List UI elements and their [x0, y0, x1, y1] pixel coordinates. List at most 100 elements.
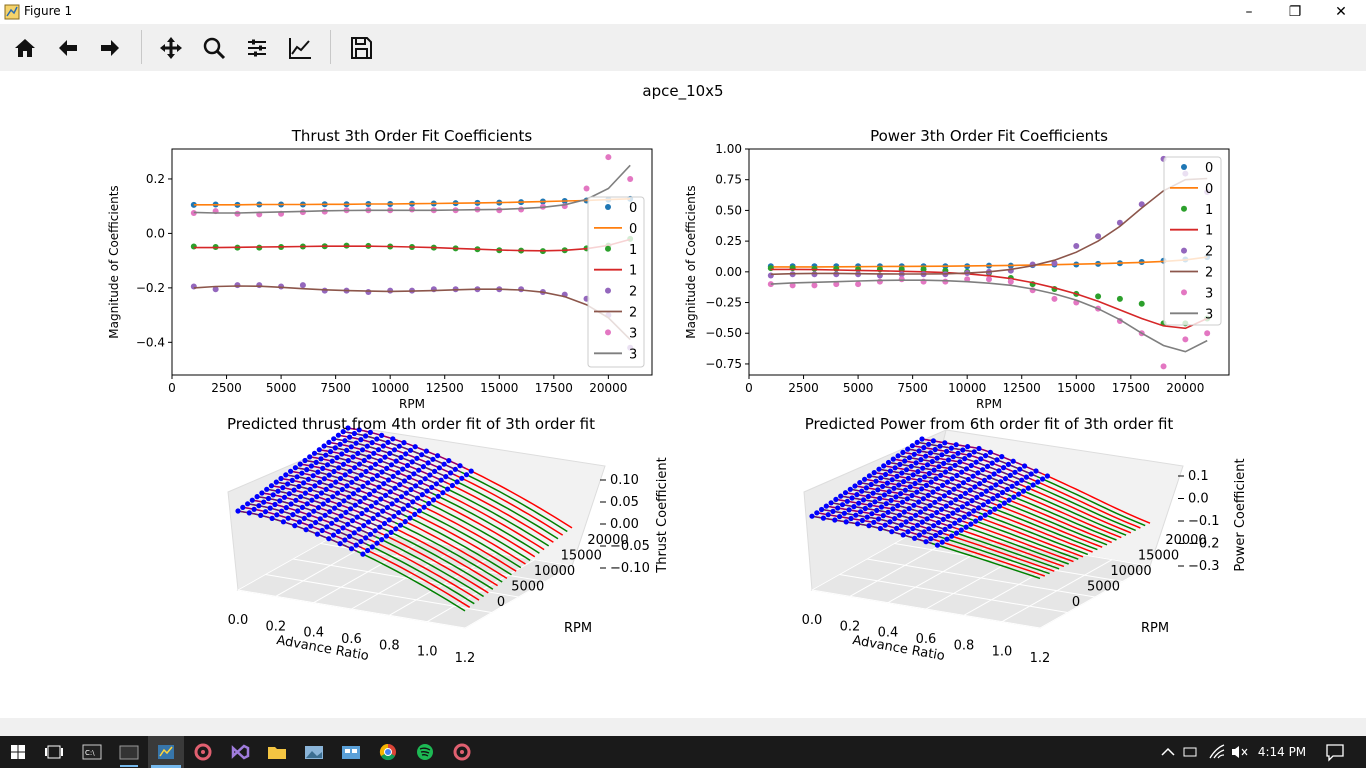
task-view-button[interactable]	[36, 736, 72, 768]
data-point	[334, 490, 341, 496]
data-point	[922, 474, 928, 480]
taskbar-app-chrome[interactable]	[370, 736, 406, 768]
x-tick-label: 17500	[1112, 381, 1150, 395]
zoom-button[interactable]	[198, 34, 230, 62]
data-point	[306, 512, 312, 518]
configure-subplots-button[interactable]	[241, 34, 273, 62]
data-point	[355, 450, 361, 456]
data-point	[308, 523, 314, 529]
back-button[interactable]	[52, 34, 84, 62]
data-point	[339, 486, 345, 493]
data-point	[857, 509, 864, 515]
wifi-icon[interactable]	[1209, 744, 1225, 759]
data-point	[308, 463, 314, 469]
maximize-button[interactable]: ❐	[1272, 0, 1318, 24]
data-point	[246, 510, 252, 516]
data-point	[933, 532, 939, 539]
volume-muted-icon[interactable]	[1232, 746, 1239, 758]
data-point	[894, 525, 900, 532]
data-point	[332, 445, 338, 451]
data-point	[406, 474, 412, 480]
action-center-button[interactable]	[1320, 736, 1350, 768]
data-point	[342, 438, 348, 444]
taskbar-app-terminal[interactable]	[111, 736, 147, 768]
data-curve	[864, 478, 985, 511]
data-point	[864, 514, 870, 520]
network-adapter-icon[interactable]	[1183, 747, 1197, 757]
data-point	[430, 497, 437, 503]
taskbar-app-cmd[interactable]: C:\	[74, 736, 110, 768]
data-point	[393, 458, 399, 464]
show-hidden-icons-icon[interactable]	[1161, 747, 1175, 756]
floor-grid-line	[811, 589, 1041, 629]
data-point	[767, 272, 774, 279]
data-point	[268, 483, 275, 489]
data-point	[953, 497, 959, 503]
taskbar-app-photos[interactable]	[296, 736, 332, 768]
power-surface-3d-axes: 0.0 0.2 0.4 0.6 0.8 1.0 1.2 0 500010000150002000…	[802, 415, 1248, 666]
data-point	[811, 271, 818, 278]
data-point	[368, 465, 374, 471]
data-curve	[323, 445, 443, 487]
thrust-coefficients-axes: Thrust 3th Order Fit Coefficients 0 2500 50…	[107, 127, 653, 411]
taskbar-app-gear-2[interactable]	[444, 736, 480, 768]
data-point	[1004, 486, 1010, 492]
data-point	[838, 493, 844, 499]
save-button[interactable]	[345, 34, 377, 62]
data-point	[310, 473, 316, 479]
data-point	[1182, 336, 1189, 343]
data-point	[301, 480, 307, 486]
z-tick-label: −0.1	[1188, 514, 1220, 529]
x-tick-label: 0.0	[228, 613, 249, 628]
close-button[interactable]: ✕	[1318, 0, 1364, 24]
x-axis-label: RPM	[976, 397, 1002, 411]
data-point	[421, 504, 427, 510]
data-point	[387, 489, 393, 495]
system-tray[interactable]	[1158, 736, 1250, 768]
taskbar-app-python[interactable]	[148, 736, 184, 768]
data-point	[1007, 472, 1013, 478]
data-point	[404, 462, 411, 469]
data-curve	[276, 481, 396, 524]
data-point	[331, 436, 337, 442]
data-point	[329, 520, 335, 526]
data-point	[288, 501, 294, 507]
data-point	[245, 501, 251, 507]
taskbar-clock[interactable]: 4:14 PM	[1257, 745, 1307, 759]
data-point	[388, 529, 394, 536]
legend-label: 2	[1205, 266, 1213, 281]
taskbar-app-explorer[interactable]	[259, 736, 295, 768]
data-point	[966, 452, 973, 458]
start-button[interactable]	[0, 736, 36, 768]
edit-axis-button[interactable]	[284, 34, 316, 62]
y-tick-label: −0.50	[705, 326, 742, 340]
legend-point-swatch	[1181, 205, 1187, 212]
taskbar-app-visual-studio[interactable]	[222, 736, 258, 768]
data-point	[952, 520, 958, 526]
data-point	[403, 490, 409, 496]
data-point	[920, 266, 927, 273]
data-point	[463, 472, 470, 478]
taskbar-app-control-panel[interactable]	[333, 736, 369, 768]
data-point	[872, 499, 878, 505]
data-point	[416, 467, 422, 473]
data-point	[373, 500, 379, 506]
data-point	[1073, 243, 1080, 250]
data-point	[445, 486, 451, 492]
minimize-button[interactable]: –	[1226, 0, 1272, 24]
data-point	[948, 445, 955, 451]
data-point	[459, 475, 465, 481]
data-point	[924, 462, 931, 468]
figure-canvas[interactable]: apce_10x5 Thrust 3th Order Fit Coefficie…	[0, 71, 1366, 718]
data-point	[430, 456, 436, 462]
data-point	[356, 427, 362, 433]
data-point	[403, 451, 409, 457]
forward-button[interactable]	[94, 34, 126, 62]
data-point	[977, 481, 983, 487]
pan-button[interactable]	[155, 34, 187, 62]
taskbar-app-gear[interactable]	[185, 736, 221, 768]
x-tick-label: 1.0	[417, 645, 438, 660]
data-point	[356, 461, 363, 467]
home-button[interactable]	[9, 34, 41, 62]
taskbar-app-spotify[interactable]	[407, 736, 443, 768]
